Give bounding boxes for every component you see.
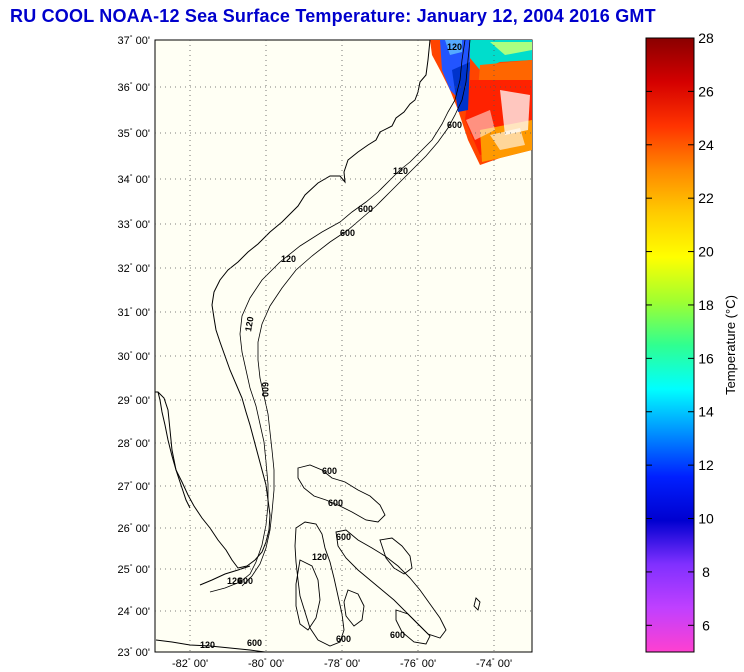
contour-label: 600 <box>358 204 373 214</box>
latitude-label: 31° 00' <box>118 306 150 319</box>
contour-label: 600 <box>247 638 262 648</box>
latitude-label: 35° 00' <box>118 127 150 140</box>
florida-keys <box>199 565 251 586</box>
isobath-120 <box>209 40 466 593</box>
colorbar-tick-label: 16 <box>698 350 714 366</box>
contour-label: 120 <box>312 552 327 562</box>
colorbar-tick-label: 10 <box>698 511 714 527</box>
sst-data-patch <box>430 40 532 165</box>
latitude-label: 27° 00' <box>118 480 150 493</box>
contour-label: 600 <box>340 228 355 238</box>
longitude-label: -74° 00' <box>476 657 512 670</box>
graticule <box>155 40 532 652</box>
colorbar-ticks: 28 26 24 22 20 18 16 14 12 10 8 6 <box>646 30 714 633</box>
colorbar-tick-label: 12 <box>698 457 714 473</box>
colorbar-tick-label: 28 <box>698 30 714 46</box>
contour-label: 600 <box>447 120 462 130</box>
longitude-label: -82° 00' <box>172 657 208 670</box>
longitude-label: -76° 00' <box>400 657 436 670</box>
latitude-label: 28° 00' <box>118 437 150 450</box>
longitude-label: -78° 00' <box>324 657 360 670</box>
coastline-gulf <box>155 391 191 509</box>
latitude-label: 24° 00' <box>118 605 150 618</box>
contour-label: 600 <box>322 466 337 476</box>
contour-label: 600 <box>390 630 405 640</box>
colorbar-tick-label: 18 <box>698 297 714 313</box>
latitude-label: 30° 00' <box>118 350 150 363</box>
colorbar-tick-label: 24 <box>698 137 714 153</box>
contour-label: 120 <box>227 576 242 586</box>
colorbar-tick-label: 22 <box>698 190 714 206</box>
contour-label: 600 <box>260 382 270 397</box>
latitude-label: 29° 00' <box>118 394 150 407</box>
contour-label: 600 <box>328 498 343 508</box>
latitude-label: 25° 00' <box>118 563 150 576</box>
contour-label: 120 <box>393 166 408 176</box>
colorbar-tick-label: 14 <box>698 404 714 420</box>
map-title: RU COOL NOAA-12 Sea Surface Temperature:… <box>10 6 656 26</box>
colorbar-tick-label: 20 <box>698 244 714 260</box>
colorbar-tick-label: 26 <box>698 83 714 99</box>
latitude-label: 34° 00' <box>118 173 150 186</box>
latitude-label: 37° 00' <box>118 34 150 47</box>
colorbar <box>645 37 695 653</box>
colorbar-tick-label: 6 <box>702 617 710 633</box>
contour-label: 600 <box>336 532 351 542</box>
latitude-label: 32° 00' <box>118 262 150 275</box>
latitude-labels: 37° 00' 36° 00' 35° 00' 34° 00' 33° 00' 32° 0… <box>118 34 150 659</box>
colorbar-label: Temperature (°C) <box>723 295 738 395</box>
contour-label: 120 <box>447 42 462 52</box>
colorbar-tick-label: 8 <box>702 564 710 580</box>
coastline <box>157 40 431 569</box>
longitude-label: -80° 00' <box>248 657 284 670</box>
latitude-label: 33° 00' <box>118 218 150 231</box>
contour-label: 600 <box>238 576 253 586</box>
contour-label: 600 <box>336 634 351 644</box>
isobath-600 <box>241 40 471 587</box>
contour-label: 120 <box>243 316 255 333</box>
latitude-label: 36° 00' <box>118 81 150 94</box>
contour-labels: 120 600 120 600 120 600 120 600 600 120 … <box>200 42 462 650</box>
latitude-label: 23° 00' <box>118 646 150 659</box>
latitude-label: 26° 00' <box>118 522 150 535</box>
contour-label: 120 <box>281 254 296 264</box>
contour-label: 120 <box>200 640 215 650</box>
longitude-labels: -82° 00' -80° 00' -78° 00' -76° 00' -74° 00' <box>172 657 512 670</box>
